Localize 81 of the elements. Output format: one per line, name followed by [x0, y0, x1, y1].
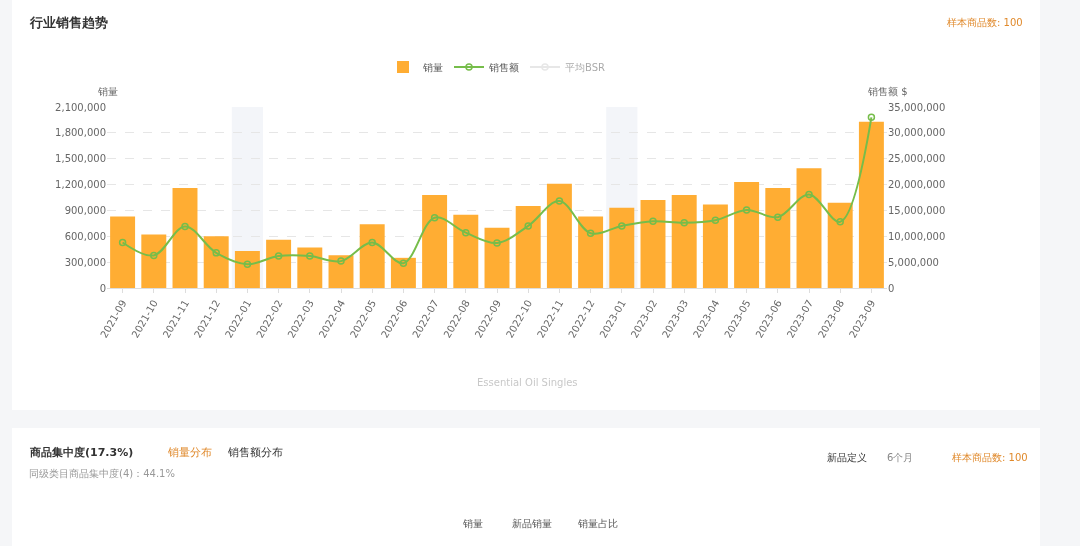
- point: [430, 213, 439, 222]
- bar: [453, 214, 479, 288]
- bar: [827, 202, 853, 288]
- point: [493, 239, 501, 247]
- bar: [110, 216, 136, 288]
- legend-label: 销量: [422, 61, 443, 73]
- y-tick-label: 2,100,000: [55, 101, 106, 113]
- y-tick-label: 0: [99, 282, 106, 294]
- point: [150, 251, 158, 260]
- text: 销量: [462, 518, 483, 529]
- point: [586, 229, 595, 237]
- y2-tick-label: 10,000,000: [888, 230, 946, 242]
- point: [181, 222, 189, 231]
- y2-tick-label: 20,000,000: [888, 179, 946, 191]
- point: [618, 222, 626, 230]
- point: [555, 197, 564, 205]
- y-tick-label: 1,500,000: [55, 153, 106, 165]
- text: 销量分布: [167, 446, 212, 459]
- point: [306, 252, 314, 260]
- point: [274, 252, 283, 260]
- chart-title: 行业销售趋势: [29, 15, 108, 30]
- point: [368, 238, 376, 247]
- point: [742, 206, 751, 214]
- point: [711, 216, 720, 224]
- point: [836, 218, 844, 226]
- point: [680, 219, 688, 227]
- y2-tick-label: 35,000,000: [888, 101, 946, 113]
- bar: [546, 183, 572, 288]
- y-tick-label: 300,000: [64, 256, 106, 268]
- bar: [359, 224, 385, 288]
- y2-tick-label: 25,000,000: [888, 153, 946, 165]
- bar: [297, 247, 323, 288]
- bar: [858, 121, 884, 288]
- y-tick-label: 1,200,000: [55, 179, 106, 191]
- bar: [734, 181, 760, 288]
- y-tick-label: 600,000: [64, 230, 106, 242]
- bar: [141, 234, 167, 288]
- point: [649, 217, 657, 226]
- y2-tick-label: 5,000,000: [888, 256, 939, 268]
- point: [805, 190, 813, 199]
- bar: [203, 236, 229, 288]
- bar: [671, 194, 697, 288]
- text: 商品集中度(17.3%): [29, 446, 134, 459]
- text: 同级类目商品集中度(4)：44.1%: [29, 468, 175, 479]
- point: [867, 113, 876, 122]
- bar: [390, 257, 416, 288]
- point: [399, 259, 408, 267]
- text: 销量占比: [577, 518, 618, 529]
- text: 样本商品数: 100: [952, 452, 1028, 463]
- bar: [796, 168, 822, 288]
- y-axis-title: 销量: [97, 86, 118, 97]
- point: [462, 228, 470, 237]
- bar: [640, 200, 666, 288]
- bar: [234, 250, 260, 288]
- bar: [765, 188, 791, 288]
- y2-tick-label: 30,000,000: [888, 127, 946, 139]
- y2-tick-label: 0: [888, 282, 895, 294]
- point: [212, 249, 220, 257]
- point: [243, 260, 252, 268]
- bar: [266, 239, 292, 288]
- bar: [702, 204, 728, 288]
- point: [774, 213, 782, 221]
- bar: [422, 194, 448, 288]
- y-tick-label: 900,000: [64, 204, 106, 216]
- text: 新品销量: [512, 518, 552, 529]
- bar: [172, 188, 198, 288]
- point: [118, 238, 127, 247]
- text: 新品定义: [827, 452, 867, 463]
- legend-label: 平均BSR: [565, 61, 606, 73]
- y-tick-label: 1,800,000: [55, 127, 106, 139]
- point: [524, 222, 532, 230]
- y2-tick-label: 15,000,000: [888, 204, 946, 216]
- bar: [484, 227, 510, 288]
- bar: [515, 206, 541, 288]
- legend-label: 销售额: [488, 61, 519, 73]
- text: 样本商品数: 100: [947, 17, 1023, 28]
- text: 6个月: [887, 452, 914, 463]
- y2-axis-title: 销售额 $: [867, 86, 908, 97]
- point: [337, 257, 345, 265]
- bar: [328, 255, 354, 288]
- text: 销售额分布: [227, 446, 283, 459]
